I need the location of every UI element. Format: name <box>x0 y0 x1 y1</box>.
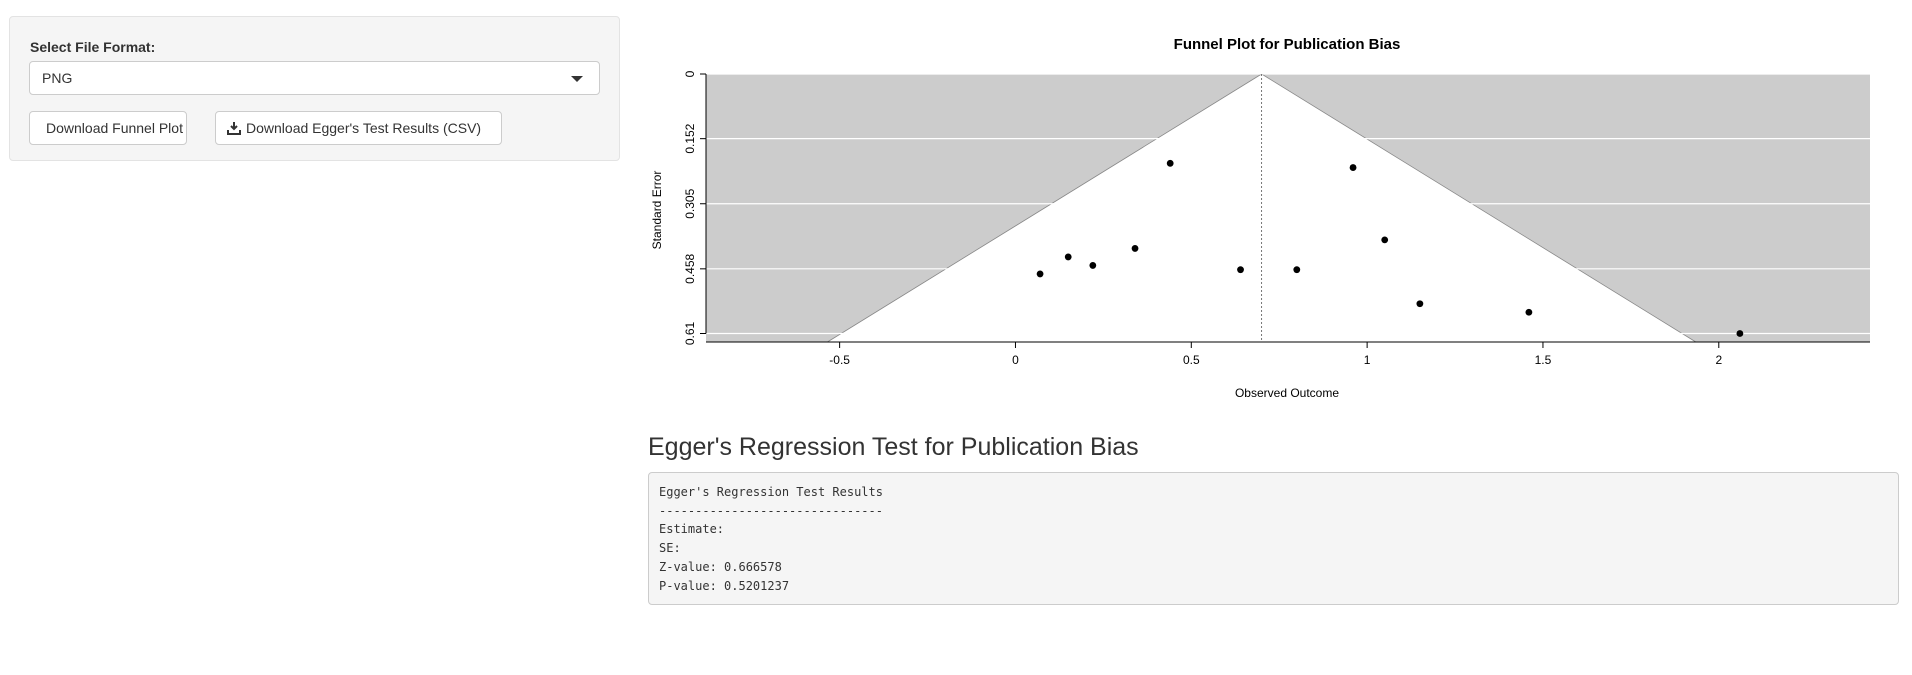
chart-title: Funnel Plot for Publication Bias <box>1174 36 1401 53</box>
data-points <box>1036 159 1744 337</box>
download-funnel-plot-label: Download Funnel Plot <box>46 120 183 136</box>
x-tick-label: 0 <box>1012 353 1019 367</box>
download-egger-results-label: Download Egger's Test Results (CSV) <box>246 120 482 136</box>
data-point <box>1416 300 1424 308</box>
egger-heading: Egger's Regression Test for Publication … <box>648 433 1139 461</box>
x-tick-label: 1 <box>1364 353 1371 367</box>
output-line: SE: <box>659 541 681 556</box>
download-panel: Select File Format: PNG Download Funnel … <box>9 16 620 161</box>
y-axis-label: Standard Error <box>650 171 664 250</box>
x-axis-ticks: -0.5 0 0.5 1 1.5 2 <box>829 342 1722 367</box>
funnel-plot-svg: Funnel Plot for Publication Bias -0.5 0 0.… <box>650 36 1870 400</box>
y-tick-label: 0.305 <box>683 188 697 218</box>
data-point <box>1381 236 1389 244</box>
output-line: ------------------------------- <box>659 503 883 518</box>
format-label: Select File Format: <box>30 39 156 55</box>
file-format-select[interactable]: PNG <box>29 61 600 95</box>
output-line: Estimate: <box>659 522 725 537</box>
output-line: Z-value: 0.666578 <box>659 559 782 574</box>
data-point <box>1064 253 1072 261</box>
x-tick-label: -0.5 <box>829 353 850 367</box>
funnel-plot: Funnel Plot for Publication Bias -0.5 0 0.… <box>648 28 1908 408</box>
data-point <box>1089 262 1097 269</box>
output-line: P-value: 0.5201237 <box>659 578 790 593</box>
output-line: Egger's Regression Test Results <box>659 485 883 499</box>
x-axis-label: Observed Outcome <box>1235 386 1339 400</box>
data-point <box>1131 245 1139 252</box>
x-tick-label: 0.5 <box>1183 353 1200 367</box>
file-format-value: PNG <box>42 70 73 86</box>
download-funnel-plot-button[interactable]: Download Funnel Plot <box>29 111 187 145</box>
y-tick-label: 0 <box>683 70 697 77</box>
download-icon <box>227 122 241 135</box>
gridlines <box>706 73 1870 335</box>
y-tick-label: 0.458 <box>683 253 697 283</box>
y-axis-ticks: 0 0.152 0.305 0.458 0.61 <box>683 70 706 345</box>
data-point <box>1036 270 1044 278</box>
data-point <box>1237 266 1244 274</box>
x-tick-label: 2 <box>1715 353 1722 367</box>
y-tick-label: 0.61 <box>683 321 697 345</box>
data-point <box>1166 159 1174 167</box>
x-tick-label: 1.5 <box>1535 353 1552 367</box>
caret-down-icon <box>571 76 583 82</box>
download-egger-results-button[interactable]: Download Egger's Test Results (CSV) <box>215 111 502 145</box>
data-point <box>1349 164 1357 171</box>
data-point <box>1293 266 1301 274</box>
egger-output: Egger's Regression Test Results --------… <box>648 472 1899 605</box>
data-point <box>1525 308 1533 316</box>
y-tick-label: 0.152 <box>683 123 697 153</box>
data-point <box>1736 330 1744 337</box>
